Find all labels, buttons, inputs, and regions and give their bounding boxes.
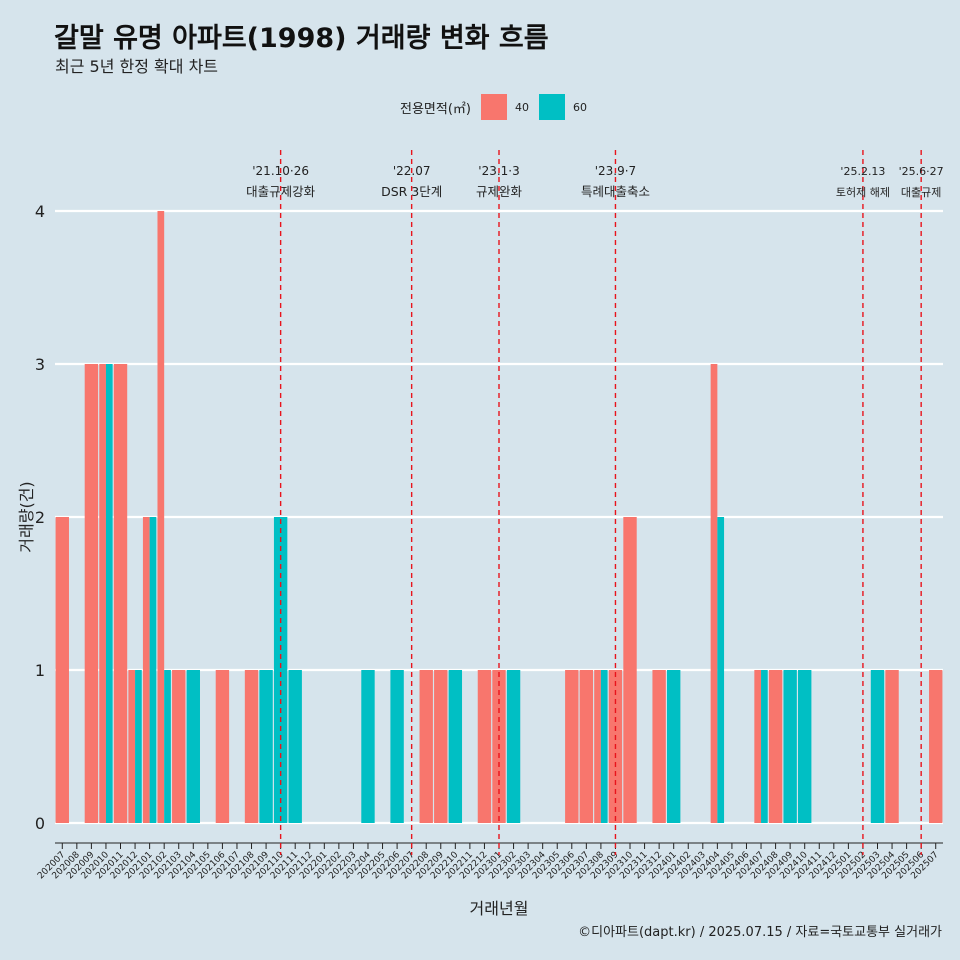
bar-60-202302 <box>506 670 521 823</box>
bar-40-202212 <box>477 670 492 823</box>
legend-swatch-40 <box>480 94 507 120</box>
bar-60-202012 <box>135 670 142 823</box>
bar-60-202409 <box>783 670 797 823</box>
bar-40-202307 <box>579 670 594 823</box>
event-label-3: 특례대출축소 <box>581 184 650 199</box>
bar-60-202109 <box>259 670 273 823</box>
event-label-4: 토허제 해제 <box>836 185 890 199</box>
bar-40-202012 <box>128 670 136 823</box>
bar-40-202102 <box>157 211 165 823</box>
y-tick-label-0: 0 <box>35 814 45 833</box>
bar-40-202404 <box>710 364 718 823</box>
bar-60-202104 <box>186 670 200 823</box>
event-label-5: 대출규제 <box>901 186 941 199</box>
bar-60-202308 <box>600 670 608 823</box>
x-axis-title: 거래년월 <box>470 899 529 918</box>
event-date-5: '25.6·27 <box>899 165 944 178</box>
bar-60-202410 <box>798 670 812 823</box>
bar-40-202504 <box>885 670 899 823</box>
bar-40-202312 <box>652 670 666 823</box>
bar-40-202306 <box>565 670 579 823</box>
y-tick-label-2: 2 <box>35 508 45 527</box>
bar-40-202010 <box>99 364 106 823</box>
event-label-0: 대출규제강화 <box>246 184 316 199</box>
bar-60-202010 <box>105 364 113 823</box>
bar-60-202206 <box>390 670 404 823</box>
bar-60-202404 <box>717 517 725 823</box>
legend-item-60: 60 <box>538 94 591 120</box>
bar-60-202204 <box>361 670 375 823</box>
event-date-2: '23.1·3 <box>478 164 519 178</box>
event-label-1: DSR 3단계 <box>381 184 442 199</box>
bar-40-202308 <box>594 670 601 823</box>
legend-item-40: 40 <box>480 94 533 120</box>
bar-40-202007 <box>55 517 69 823</box>
bar-40-202507 <box>929 670 943 823</box>
legend: 전용면적(㎡) 40 60 <box>400 92 597 122</box>
bar-40-202011 <box>113 364 128 823</box>
legend-label-40: 40 <box>514 100 529 114</box>
legend-label-60: 60 <box>572 100 587 114</box>
bar-60-202407 <box>761 670 768 823</box>
bar-40-202208 <box>419 670 433 823</box>
legend-title: 전용면적(㎡) <box>400 101 471 117</box>
y-tick-label-4: 4 <box>35 202 45 221</box>
bar-40-202106 <box>215 670 230 823</box>
bar-40-202407 <box>754 670 762 823</box>
y-axis-title: 거래량(건) <box>17 481 36 552</box>
bar-40-202009 <box>84 364 99 823</box>
event-label-2: 규제완화 <box>476 184 523 199</box>
bar-40-202101 <box>142 517 150 823</box>
chart-title: 갈말 유명 아파트(1998) 거래량 변화 흐름 <box>54 23 549 54</box>
event-date-4: '25.2.13 <box>840 165 885 178</box>
bar-40-202209 <box>434 670 448 823</box>
event-date-1: '22.07 <box>393 164 431 178</box>
bar-60-202401 <box>666 670 681 823</box>
y-tick-label-1: 1 <box>35 661 45 680</box>
bar-60-202210 <box>448 670 463 823</box>
bar-60-202111 <box>288 670 302 823</box>
bar-60-202102 <box>164 670 171 823</box>
bar-40-202310 <box>623 517 637 823</box>
bar-60-202101 <box>149 517 157 823</box>
legend-swatch-60 <box>538 94 565 120</box>
event-date-0: '21.10·26 <box>252 164 309 178</box>
event-date-3: '23.9·7 <box>595 164 636 178</box>
bar-60-202503 <box>870 670 885 823</box>
bar-60-202110 <box>273 517 288 823</box>
source-caption: ©디아파트(dapt.kr) / 2025.07.15 / 자료=국토교통부 실… <box>578 925 942 940</box>
y-tick-label-3: 3 <box>35 355 45 374</box>
bar-40-202103 <box>172 670 186 823</box>
bar-40-202408 <box>768 670 783 823</box>
chart-subtitle: 최근 5년 한정 확대 차트 <box>55 57 219 76</box>
bar-40-202108 <box>244 670 259 823</box>
